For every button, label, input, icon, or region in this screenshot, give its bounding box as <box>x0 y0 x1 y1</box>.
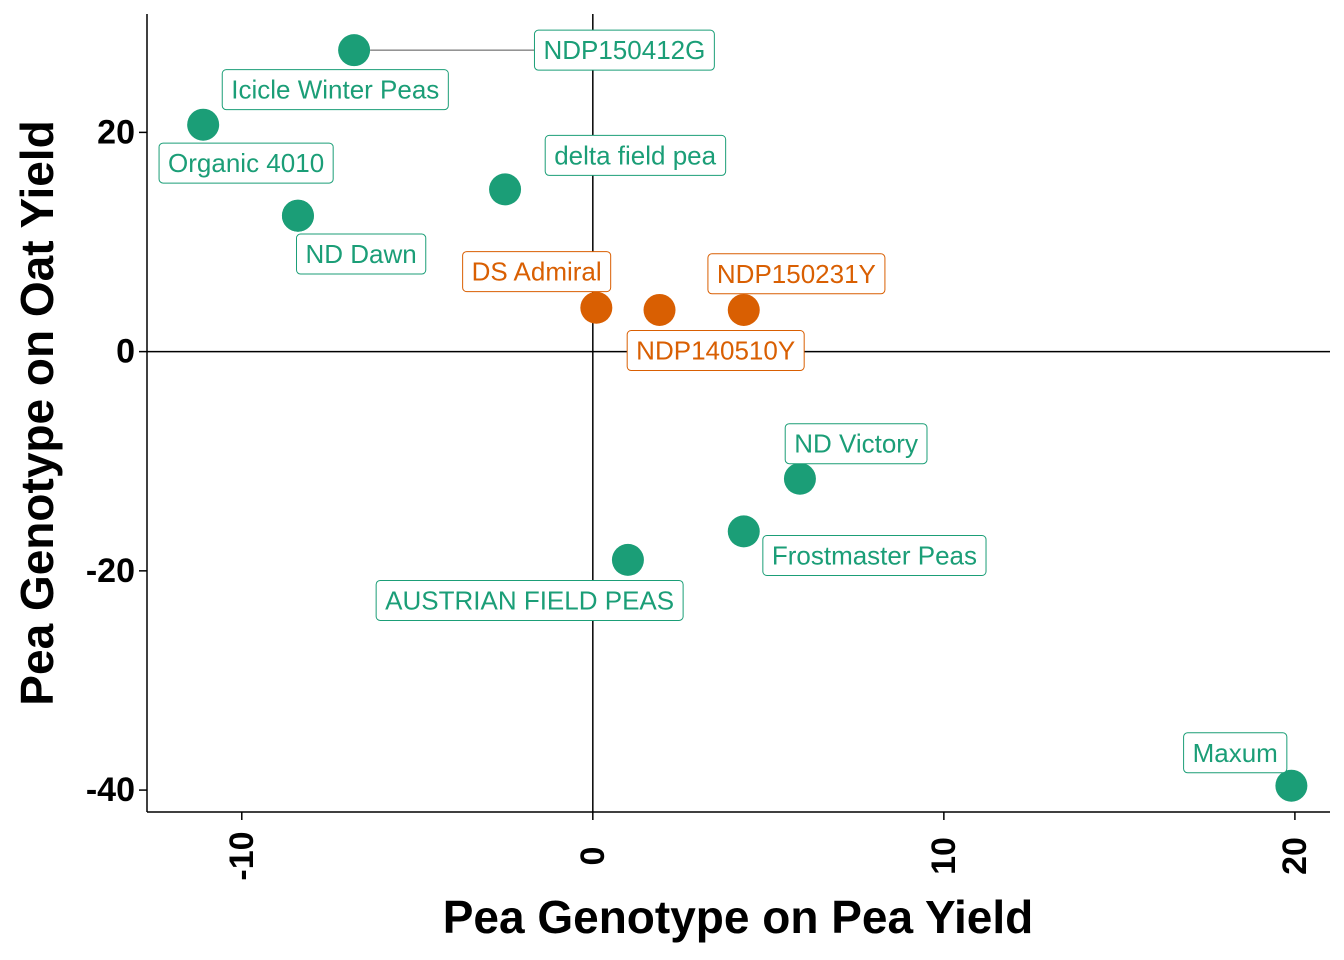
point-label-text: AUSTRIAN FIELD PEAS <box>385 585 674 615</box>
point-label-box <box>221 69 449 111</box>
x-tick-label: 10 <box>925 837 963 875</box>
point-label-text: ND Dawn <box>306 239 417 269</box>
data-point <box>783 462 816 495</box>
x-axis-title: Pea Genotype on Pea Yield <box>443 891 1034 943</box>
data-point <box>489 173 522 206</box>
point-label: NDP150412G <box>533 29 715 71</box>
data-point <box>643 293 676 326</box>
reference-lines <box>147 14 1330 812</box>
point-label-box <box>375 579 684 621</box>
point-label-box <box>1183 732 1288 774</box>
point-label: DS Admiral <box>462 251 612 293</box>
point-label-box <box>707 253 886 295</box>
point-label-text: delta field pea <box>554 140 716 170</box>
data-point <box>611 543 644 576</box>
point-label-box <box>762 535 987 576</box>
point-label-box <box>158 142 334 184</box>
point-label-box <box>544 134 727 176</box>
point-label-text: Frostmaster Peas <box>772 541 977 571</box>
axes-layer <box>146 14 1330 813</box>
labels-layer: NDP150412G Icicle Winter Peas Organic 4010… <box>158 29 1288 774</box>
point-label-text: NDP150231Y <box>717 259 876 289</box>
point-label-box <box>533 29 715 71</box>
point-label: Organic 4010 <box>158 142 334 184</box>
point-label-text: Organic 4010 <box>168 148 324 178</box>
point-label-text: Icicle Winter Peas <box>231 75 439 105</box>
point-label-box <box>784 423 928 465</box>
point-label-box <box>462 251 612 293</box>
point-label-box <box>296 233 427 275</box>
point-label: ND Victory <box>784 423 928 465</box>
point-label: Maxum <box>1183 732 1288 774</box>
y-axis-title: Pea Genotype on Oat Yield <box>11 120 63 705</box>
point-label: AUSTRIAN FIELD PEAS <box>375 579 684 621</box>
ticks-layer: -10 0 10 20 20 0 -20 -40 <box>86 113 1314 880</box>
point-label: Icicle Winter Peas <box>221 69 449 111</box>
data-point <box>580 291 613 324</box>
data-point <box>727 515 760 548</box>
x-tick-label: 20 <box>1276 837 1314 875</box>
points-layer <box>187 34 1308 802</box>
point-label-text: NDP150412G <box>543 35 705 65</box>
y-tick-label: 0 <box>116 333 135 371</box>
data-point <box>1275 769 1308 802</box>
point-label: NDP140510Y <box>626 330 805 372</box>
data-point <box>338 34 371 67</box>
point-label: ND Dawn <box>296 233 427 275</box>
y-tick-label: -20 <box>86 552 135 590</box>
point-label-text: Maxum <box>1193 738 1278 768</box>
point-label-box <box>626 330 805 372</box>
y-tick-label: 20 <box>97 113 135 151</box>
data-point <box>727 293 760 326</box>
point-label: Frostmaster Peas <box>762 535 987 576</box>
y-tick-label: -40 <box>86 771 135 809</box>
point-label-text: NDP140510Y <box>636 336 795 366</box>
point-label: NDP150231Y <box>707 253 886 295</box>
point-label: delta field pea <box>544 134 727 176</box>
point-label-text: DS Admiral <box>472 257 602 287</box>
data-point <box>187 108 220 141</box>
x-tick-label: 0 <box>574 847 612 866</box>
point-label-text: ND Victory <box>794 429 918 459</box>
data-point <box>281 199 314 232</box>
x-tick-label: -10 <box>223 831 261 880</box>
